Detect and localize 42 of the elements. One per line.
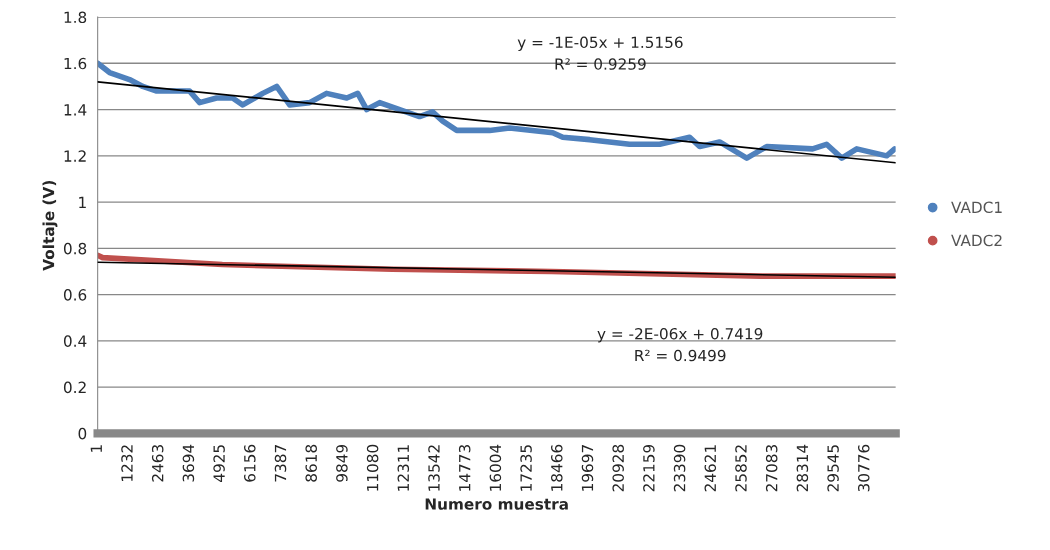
x-tick-label: 14773 bbox=[458, 445, 471, 491]
y-tick-label: 0.2 bbox=[63, 381, 86, 394]
x-tick-label: 30776 bbox=[858, 444, 870, 492]
y-axis-title: Voltaje (V) bbox=[42, 181, 58, 271]
x-tick-label: 13542 bbox=[428, 445, 440, 491]
x-tick-label: 18466 bbox=[551, 444, 563, 491]
x-tick-label: 1 bbox=[90, 445, 102, 452]
x-tick-label: 3694 bbox=[182, 444, 195, 482]
x-tick-label: 20928 bbox=[612, 444, 624, 492]
x-tick-label: 27083 bbox=[765, 445, 778, 492]
y-tick-label: 1.4 bbox=[64, 104, 87, 116]
y-tick-label: 0 bbox=[78, 427, 87, 440]
legend-label: VADC2 bbox=[951, 234, 1002, 247]
y-tick-label: 0.6 bbox=[63, 289, 87, 301]
annotation: y = -1E-05x + 1.5156 R² = 0.9259 bbox=[517, 36, 683, 70]
x-tick-label: 7387 bbox=[274, 445, 287, 482]
x-tick-label: 12311 bbox=[397, 445, 410, 491]
x-axis-title: Numero muestra bbox=[425, 498, 568, 510]
annotation: y = -2E-06x + 0.7419 R² = 0.9499 bbox=[597, 327, 763, 362]
x-tick-label: 29545 bbox=[827, 445, 839, 492]
y-tick-label: 1.2 bbox=[64, 150, 86, 162]
y-tick-label: 0.8 bbox=[63, 242, 87, 255]
legend-label: VADC1 bbox=[951, 201, 1002, 214]
x-tick-label: 6156 bbox=[244, 444, 256, 482]
x-tick-label: 17235 bbox=[520, 445, 532, 491]
x-tick-label: 19697 bbox=[581, 445, 594, 491]
x-tick-label: 4925 bbox=[213, 445, 225, 482]
x-tick-label: 11080 bbox=[366, 444, 379, 491]
y-tick-label: 1.8 bbox=[64, 11, 87, 24]
x-tick-label: 23390 bbox=[673, 444, 686, 492]
x-tick-label: 2463 bbox=[151, 445, 164, 482]
y-tick-label: 0.4 bbox=[63, 335, 87, 347]
x-tick-label: 9849 bbox=[336, 444, 348, 482]
y-tick-label: 1.6 bbox=[64, 57, 87, 70]
x-tick-label: 16004 bbox=[489, 444, 502, 491]
x-tick-label: 1232 bbox=[121, 445, 133, 482]
y-tick-label: 1 bbox=[79, 196, 86, 208]
x-tick-label: 25852 bbox=[735, 445, 747, 492]
x-tick-label: 24621 bbox=[704, 445, 717, 492]
x-tick-label: 8618 bbox=[305, 444, 317, 482]
x-tick-label: 22159 bbox=[643, 444, 655, 492]
x-tick-label: 28314 bbox=[796, 444, 809, 492]
